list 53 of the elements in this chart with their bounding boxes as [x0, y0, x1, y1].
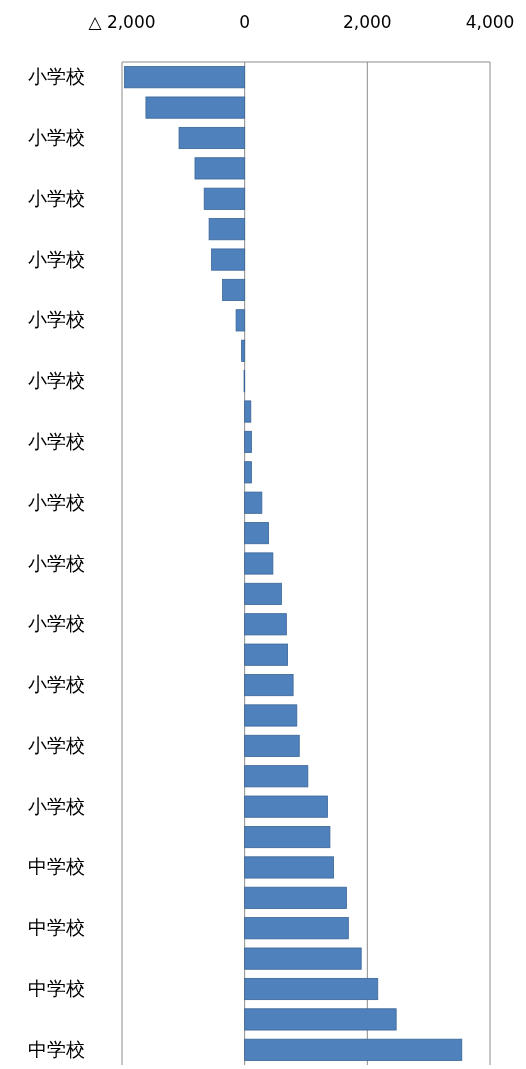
bar [178, 126, 246, 150]
bar [244, 522, 269, 545]
bar [244, 552, 274, 575]
bar [208, 218, 246, 241]
y-tick-label: 小学校 [27, 429, 85, 452]
bar [145, 96, 246, 119]
y-tick-label: 小学校 [27, 369, 85, 392]
bar [244, 613, 287, 636]
y-tick-label: 小学校 [27, 612, 85, 635]
bar [244, 856, 334, 879]
y-tick-label: 小学校 [27, 125, 85, 148]
bar [244, 947, 362, 970]
bar [244, 643, 288, 666]
y-tick-label: 小学校 [27, 551, 85, 574]
bar [244, 977, 379, 1001]
bar [244, 582, 282, 605]
bar [244, 1008, 397, 1031]
bar [244, 886, 347, 909]
y-tick-label: 小学校 [27, 673, 85, 696]
bar [244, 1038, 463, 1061]
bar [124, 66, 246, 89]
y-tick-label: 中学校 [27, 855, 85, 878]
bar [244, 400, 252, 423]
y-tick-label: 小学校 [27, 186, 85, 209]
x-tick-label: 0 [239, 12, 251, 32]
x-tick-label: 2,000 [343, 12, 392, 32]
y-tick-label: 中学校 [27, 1037, 85, 1060]
bar [244, 674, 294, 697]
x-tick-label: △ 2,000 [88, 12, 156, 32]
bar [222, 278, 246, 301]
y-tick-label: 小学校 [27, 247, 85, 270]
bar [194, 157, 246, 180]
bar [244, 430, 252, 453]
y-tick-label: 小学校 [27, 733, 85, 756]
bar [211, 248, 246, 271]
bar [244, 461, 252, 484]
y-tick-label: 中学校 [27, 916, 85, 939]
bar [244, 795, 328, 818]
bar [244, 765, 309, 788]
bar [244, 704, 298, 727]
bar [203, 187, 246, 210]
x-tick-label: 4,000 [465, 12, 515, 32]
y-tick-label: 小学校 [27, 308, 85, 331]
bar [244, 734, 300, 757]
y-tick-label: 小学校 [27, 65, 85, 88]
y-tick-label: 小学校 [27, 794, 85, 817]
bar [241, 339, 246, 362]
y-tick-label: 中学校 [27, 977, 85, 1000]
y-tick-label: 小学校 [27, 490, 85, 513]
bar [244, 491, 263, 514]
bar [244, 917, 349, 940]
bar [244, 826, 331, 849]
bar [235, 309, 246, 332]
